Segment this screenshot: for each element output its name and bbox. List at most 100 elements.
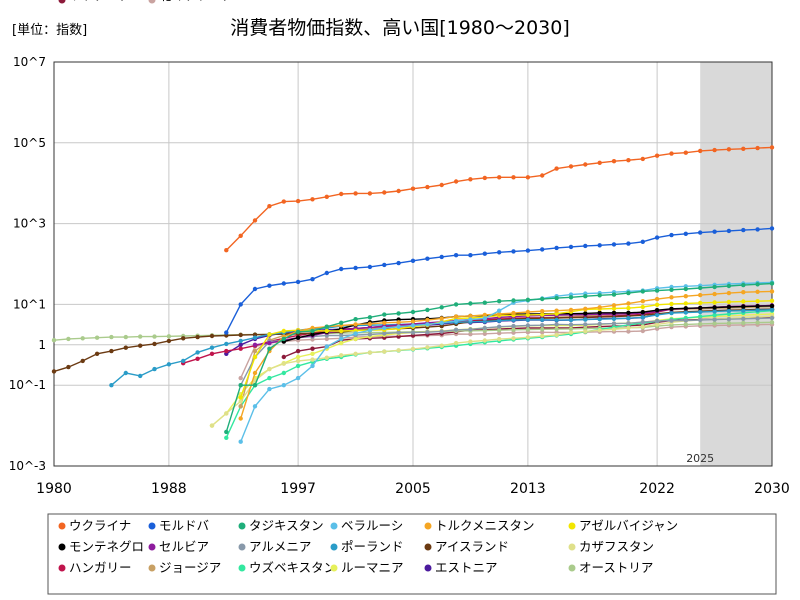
- data-point: [583, 322, 588, 327]
- series-line: [240, 323, 773, 379]
- data-point: [367, 332, 373, 337]
- data-point: [439, 329, 444, 334]
- data-point: [597, 328, 602, 333]
- legend-box: [47, 513, 777, 595]
- data-point: [252, 342, 258, 347]
- data-point: [554, 245, 559, 251]
- data-point: [252, 218, 258, 223]
- legend-label: オーストリア: [579, 560, 653, 575]
- legend-marker: [330, 522, 338, 530]
- x-tick-label: 1980: [36, 481, 72, 497]
- data-point: [267, 340, 272, 346]
- y-tick-label: 10^-1: [9, 378, 46, 392]
- data-point: [353, 322, 358, 327]
- data-point: [583, 306, 588, 311]
- data-point: [109, 383, 114, 388]
- data-point: [683, 286, 688, 292]
- data-point: [497, 308, 502, 313]
- data-point: [726, 228, 732, 234]
- legend-label: カザフスタン: [579, 539, 654, 554]
- data-point: [410, 258, 416, 263]
- data-point: [310, 357, 315, 362]
- data-point: [281, 370, 286, 376]
- data-point: [755, 289, 760, 294]
- data-point: [741, 316, 746, 321]
- data-point: [410, 319, 416, 324]
- data-point: [726, 321, 732, 326]
- data-point: [755, 304, 760, 309]
- data-point: [654, 288, 660, 293]
- data-point: [583, 243, 588, 249]
- data-point: [755, 282, 760, 287]
- data-point: [511, 298, 516, 303]
- data-point: [152, 366, 157, 372]
- legend-label: ポーランド: [341, 539, 404, 554]
- legend-label: アゼルバイジャン: [579, 518, 678, 533]
- data-point: [525, 327, 531, 332]
- data-point: [339, 333, 344, 338]
- data-point: [295, 354, 301, 360]
- data-point: [525, 297, 531, 302]
- data-point: [698, 285, 703, 291]
- data-point: [626, 305, 631, 311]
- data-point: [453, 314, 459, 319]
- data-point: [425, 307, 430, 313]
- x-tick-label: 2022: [639, 481, 675, 497]
- data-point: [339, 340, 344, 346]
- data-point: [755, 227, 760, 232]
- data-point: [252, 354, 258, 360]
- data-point: [654, 322, 660, 327]
- data-point: [367, 264, 373, 270]
- data-point: [281, 199, 286, 204]
- legend-item: ポーランド: [330, 539, 404, 554]
- data-point: [640, 289, 645, 294]
- data-point: [511, 336, 516, 341]
- legend-marker: [148, 522, 156, 530]
- data-point: [726, 317, 732, 322]
- data-point: [554, 166, 559, 171]
- data-point: [439, 254, 444, 260]
- data-point: [453, 302, 459, 307]
- data-point: [583, 162, 588, 167]
- data-point: [626, 158, 631, 163]
- data-point: [324, 355, 329, 360]
- data-point: [712, 321, 717, 326]
- data-point: [295, 279, 301, 285]
- data-point: [640, 304, 645, 310]
- data-point: [310, 197, 315, 202]
- data-point: [626, 301, 631, 306]
- data-point: [525, 175, 531, 180]
- data-point: [669, 318, 674, 323]
- data-point: [295, 348, 301, 354]
- data-point: [654, 308, 660, 313]
- data-point: [726, 283, 732, 289]
- data-point: [324, 336, 329, 342]
- data-point: [195, 356, 200, 361]
- data-point: [396, 311, 401, 316]
- data-point: [583, 329, 588, 334]
- legend-item: アルメニア: [238, 539, 311, 554]
- legend-label: アルメニア: [249, 539, 311, 554]
- data-point: [109, 348, 114, 354]
- data-point: [238, 346, 243, 351]
- data-point: [525, 323, 531, 328]
- data-point: [698, 309, 703, 315]
- data-point: [640, 239, 645, 244]
- data-point: [712, 147, 717, 153]
- y-tick-label: 10^-3: [9, 459, 46, 473]
- data-point: [396, 320, 401, 325]
- data-point: [453, 253, 459, 258]
- data-point: [166, 362, 172, 367]
- data-point: [382, 312, 387, 317]
- data-point: [611, 303, 617, 308]
- data-point: [396, 324, 401, 329]
- legend-item: タジキスタン: [238, 518, 324, 533]
- data-point: [267, 366, 272, 372]
- data-point: [382, 190, 387, 195]
- data-point: [611, 242, 617, 247]
- data-point: [597, 243, 602, 248]
- series-line: [240, 305, 773, 407]
- data-point: [238, 338, 243, 344]
- data-point: [123, 345, 128, 350]
